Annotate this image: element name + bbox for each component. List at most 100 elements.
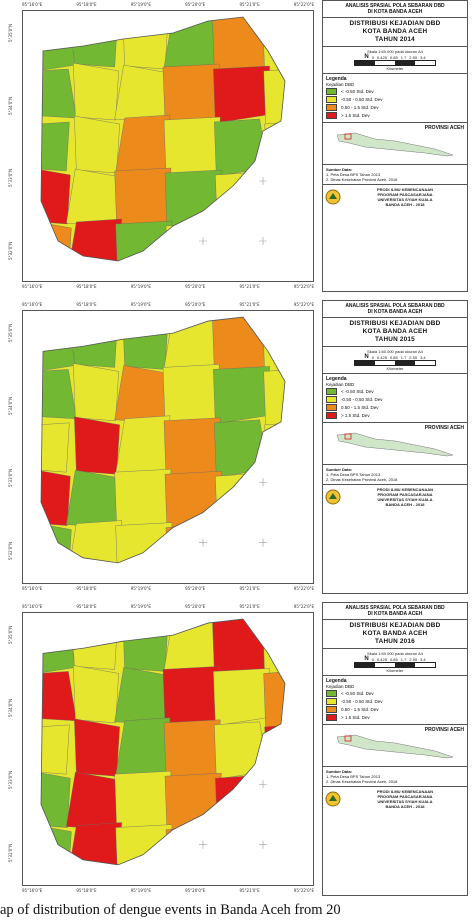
analysis-subtitle: DI KOTA BANDA ACEH <box>367 309 423 315</box>
lon-tick: 95°20'0"E <box>185 284 206 289</box>
district-polygon <box>41 422 70 473</box>
analysis-title: ANALISIS SPASIAL POLA SEBARAN DBD <box>345 605 445 611</box>
university-line: PROGRAM PASCASARJANA <box>377 492 433 497</box>
district-polygon <box>164 169 222 228</box>
lon-tick: 95°16'0"E <box>22 586 43 591</box>
lon-tick: 95°19'0"E <box>130 2 151 7</box>
district-polygon <box>41 823 72 865</box>
grid-cross <box>259 478 267 487</box>
city-outline <box>40 618 286 866</box>
legend-swatch-green <box>326 690 337 697</box>
district-polygon <box>264 421 285 472</box>
scale-ticks: N 0 0.425 0.85 1.7 2.55 3.4 <box>326 54 464 60</box>
university-line: UNIVERSITAS SYIAH KUALA <box>377 799 433 804</box>
district-polygon <box>165 826 220 865</box>
district-polygon <box>122 17 169 70</box>
scale-text: Skala 1:60.000 pada ukuran A4 <box>367 349 423 354</box>
district-polygon <box>114 365 170 424</box>
map-title-box: DISTRIBUSI KEJADIAN DBD KOTA BANDA ACEH … <box>323 318 467 347</box>
scale-ticks: N 0 0.425 0.85 1.7 2.55 3.4 <box>326 656 464 662</box>
legend-swatch-red <box>326 112 337 119</box>
map-title: DISTRIBUSI KEJADIAN DBD <box>349 320 441 327</box>
lat-tick: 5°34'0"N <box>8 698 13 717</box>
university-line: PRODI ILMU KEBENCANAAN <box>377 187 433 192</box>
district-polygon <box>41 619 76 676</box>
legend-subtitle: Kejadian DBD <box>326 382 355 387</box>
grid-cross <box>199 237 207 245</box>
district-polygon <box>66 168 121 227</box>
map-sidebar: ANALISIS SPASIAL POLA SEBARAN DBD DI KOT… <box>322 300 468 594</box>
district-polygon <box>122 317 169 370</box>
legend-item: > 1.5 Std. Dev <box>326 112 464 119</box>
legend-label: < -0.50 Std. Dev <box>341 691 374 696</box>
district-polygon <box>215 774 269 833</box>
legend-label: < -0.50 Std. Dev <box>341 89 374 94</box>
lat-tick: 5°33'0"N <box>8 771 13 790</box>
analysis-title: ANALISIS SPASIAL POLA SEBARAN DBD <box>345 303 445 309</box>
lat-tick: 5°32'0"N <box>8 541 13 560</box>
legend-label: 0.50 - 1.5 Std. Dev <box>341 105 379 110</box>
scale-text: Skala 1:60.000 pada ukuran A4 <box>367 49 423 54</box>
district-group <box>41 619 285 865</box>
district-map-2016 <box>40 618 286 866</box>
source-box: Sumber Data: 1. Peta Desa BPS Tahun 2013… <box>323 465 467 485</box>
lat-ticks-left: 5°35'0"N 5°34'0"N 5°33'0"N 5°32'0"N <box>8 626 20 862</box>
district-polygon <box>162 666 220 728</box>
legend-swatch-yellow <box>326 698 337 705</box>
scale-bar <box>354 60 436 66</box>
source-title: Sumber Data: <box>326 769 353 774</box>
map-sidebar: ANALISIS SPASIAL POLA SEBARAN DBD DI KOT… <box>322 0 468 292</box>
grid-cross <box>199 538 207 547</box>
scale-box: Skala 1:60.000 pada ukuran A4 N 0 0.425 0.… <box>323 347 467 374</box>
lat-tick: 5°34'0"N <box>8 96 13 115</box>
district-polygon <box>73 62 119 121</box>
legend-box: Legenda Kejadian DBD < -0.50 Std. Dev -0… <box>323 74 467 123</box>
scale-unit: Kilometer <box>386 66 404 71</box>
district-polygon <box>163 116 221 178</box>
district-polygon <box>114 468 172 530</box>
district-polygon <box>41 724 70 775</box>
district-polygon <box>163 719 221 781</box>
district-polygon <box>265 474 285 525</box>
district-polygon <box>164 772 222 831</box>
lon-tick: 95°22'0"E <box>293 888 314 893</box>
scale-tick: 3.4 <box>420 54 426 60</box>
university-block: PRODI ILMU KEBENCANAAN PROGRAM PASCASARJ… <box>323 185 467 209</box>
district-group <box>41 17 285 261</box>
lon-tick: 95°16'0"E <box>22 604 43 609</box>
legend-swatch-orange <box>326 706 337 713</box>
lon-tick: 95°21'0"E <box>239 586 260 591</box>
lon-tick: 95°22'0"E <box>293 284 314 289</box>
district-polygon <box>115 415 171 477</box>
source-item: 2. Dinas Kesehatan Provinsi Aceh, 2018 <box>326 779 398 784</box>
legend-subtitle: Kejadian DBD <box>326 82 355 87</box>
grid-cross <box>259 780 267 789</box>
district-polygon <box>67 822 122 865</box>
legend-item: -0.50 - 0.50 Std. Dev <box>326 396 464 403</box>
scale-bar-row <box>326 662 464 668</box>
scale-tick: 0 <box>371 354 374 360</box>
legend-box: Legenda Kejadian DBD < -0.50 Std. Dev -0… <box>323 676 467 725</box>
scale-text: Skala 1:60.000 pada ukuran A4 <box>367 651 423 656</box>
scale-tick: 0.425 <box>376 354 387 360</box>
analysis-subtitle: DI KOTA BANDA ACEH <box>367 611 423 617</box>
district-polygon <box>74 416 120 475</box>
district-polygon <box>41 467 71 526</box>
scale-tick: 2.55 <box>409 54 418 60</box>
legend-label: < -0.50 Std. Dev <box>341 389 374 394</box>
scale-tick: 2.55 <box>409 656 418 662</box>
lon-tick: 95°18'0"E <box>76 586 97 591</box>
district-polygon <box>213 366 270 425</box>
district-polygon <box>41 671 77 722</box>
district-polygon <box>66 771 121 830</box>
district-polygon <box>263 670 285 729</box>
legend-label: 0.50 - 1.5 Std. Dev <box>341 405 379 410</box>
district-polygon <box>262 17 285 73</box>
legend-swatch-yellow <box>326 396 337 403</box>
district-polygon <box>165 524 220 563</box>
legend-box: Legenda Kejadian DBD < -0.50 Std. Dev -0… <box>323 374 467 423</box>
inset-box: PROVINSI ACEH <box>323 123 467 165</box>
lon-tick: 95°21'0"E <box>239 604 260 609</box>
scale-unit: Kilometer <box>386 366 404 371</box>
inset-map-icon <box>336 734 454 759</box>
